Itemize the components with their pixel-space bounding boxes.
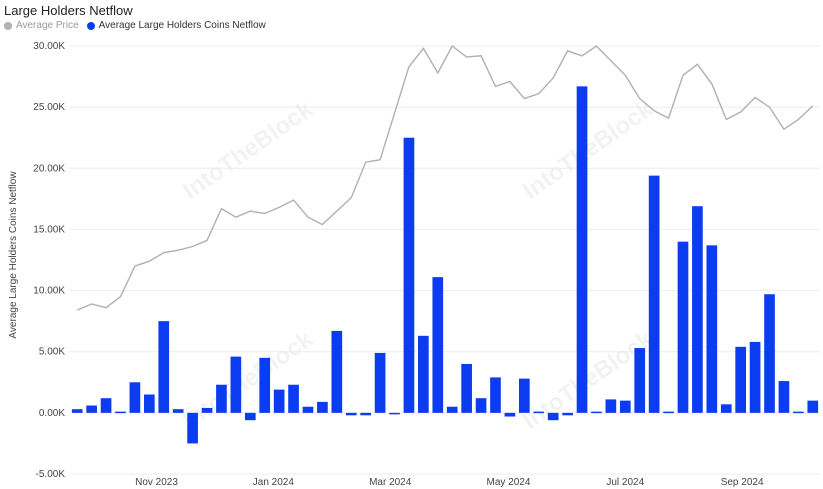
netflow-bar[interactable] xyxy=(576,86,588,413)
legend-item-price[interactable]: Average Price xyxy=(4,20,79,31)
netflow-bar[interactable] xyxy=(648,175,660,413)
netflow-bar[interactable] xyxy=(71,409,83,413)
netflow-bar[interactable] xyxy=(634,348,646,413)
y-tick-label: 5.00K xyxy=(39,347,65,358)
x-tick-label: Jul 2024 xyxy=(606,477,644,488)
bar-series xyxy=(71,86,819,444)
price-line-series xyxy=(76,44,814,311)
netflow-bar[interactable] xyxy=(100,398,112,413)
x-tick-label: Sep 2024 xyxy=(721,477,764,488)
netflow-bar[interactable] xyxy=(735,346,747,413)
netflow-bar[interactable] xyxy=(533,411,545,414)
netflow-bar[interactable] xyxy=(663,411,674,414)
x-tick-label: Jan 2024 xyxy=(253,477,295,488)
netflow-bar[interactable] xyxy=(619,400,631,413)
netflow-bar[interactable] xyxy=(562,412,573,416)
y-axis-ticks: -5.00K 0.00K 5.00K 10.00K 15.00K 20.00K 25.00K… xyxy=(33,41,65,480)
netflow-bar[interactable] xyxy=(331,330,343,413)
netflow-bar[interactable] xyxy=(374,352,386,413)
netflow-bar[interactable] xyxy=(504,412,516,417)
netflow-bar[interactable] xyxy=(475,398,487,413)
price-line[interactable] xyxy=(76,44,814,311)
netflow-bar[interactable] xyxy=(201,407,213,413)
netflow-bar[interactable] xyxy=(345,412,357,416)
netflow-bar[interactable] xyxy=(158,321,170,413)
y-tick-label: 0.00K xyxy=(39,408,65,419)
netflow-bar[interactable] xyxy=(778,381,790,413)
legend: Average Price Average Large Holders Coin… xyxy=(4,20,266,31)
netflow-bar[interactable] xyxy=(317,401,328,413)
netflow-bar[interactable] xyxy=(605,399,617,413)
netflow-bar[interactable] xyxy=(591,411,602,414)
netflow-bar[interactable] xyxy=(793,411,804,414)
netflow-bar[interactable] xyxy=(288,384,299,413)
netflow-bar[interactable] xyxy=(692,206,703,413)
netflow-bar[interactable] xyxy=(115,411,126,414)
netflow-bar[interactable] xyxy=(302,406,314,413)
legend-label-netflow: Average Large Holders Coins Netflow xyxy=(98,20,266,31)
netflow-bar[interactable] xyxy=(244,412,256,421)
watermark-1: IntoTheBlock xyxy=(518,95,659,205)
netflow-bar[interactable] xyxy=(172,409,184,413)
netflow-bar[interactable] xyxy=(230,356,242,413)
netflow-bar[interactable] xyxy=(764,294,775,413)
y-tick-label: 20.00K xyxy=(33,163,65,174)
netflow-bar[interactable] xyxy=(129,382,141,413)
netflow-bar[interactable] xyxy=(259,357,271,413)
netflow-bar[interactable] xyxy=(749,341,761,413)
netflow-bar[interactable] xyxy=(418,335,429,413)
x-tick-label: May 2024 xyxy=(487,477,531,488)
watermark-0: IntoTheBlock xyxy=(178,95,319,205)
netflow-bar[interactable] xyxy=(720,404,732,413)
netflow-bar[interactable] xyxy=(432,277,444,413)
netflow-bar[interactable] xyxy=(273,389,285,413)
legend-dot-price xyxy=(4,21,12,30)
netflow-bar[interactable] xyxy=(187,412,198,444)
x-axis-ticks: Nov 2023 Jan 2024 Mar 2024 May 2024 Jul 2024… xyxy=(135,477,764,488)
y-tick-label: 15.00K xyxy=(33,224,65,235)
x-tick-label: Mar 2024 xyxy=(369,477,412,488)
netflow-bar[interactable] xyxy=(677,241,689,413)
y-tick-label: 10.00K xyxy=(33,286,65,297)
netflow-bar[interactable] xyxy=(446,406,458,413)
y-tick-label: 25.00K xyxy=(33,102,65,113)
netflow-bar[interactable] xyxy=(461,363,472,413)
netflow-bar[interactable] xyxy=(389,412,400,415)
y-axis-label: Average Large Holders Coins Netflow xyxy=(8,171,19,339)
netflow-bar[interactable] xyxy=(360,412,372,416)
netflow-bar[interactable] xyxy=(403,137,415,413)
netflow-bar[interactable] xyxy=(490,377,501,413)
netflow-bar[interactable] xyxy=(86,405,97,413)
y-tick-label: 30.00K xyxy=(33,41,65,52)
x-tick-label: Nov 2023 xyxy=(135,477,178,488)
netflow-bar[interactable] xyxy=(216,384,227,413)
legend-label-price: Average Price xyxy=(16,20,79,31)
netflow-bar[interactable] xyxy=(547,412,559,421)
legend-dot-netflow xyxy=(86,21,95,30)
netflow-bar[interactable] xyxy=(143,394,155,413)
netflow-bar[interactable] xyxy=(706,245,718,413)
y-tick-label: -5.00K xyxy=(36,469,66,480)
legend-item-netflow[interactable]: Average Large Holders Coins Netflow xyxy=(86,20,266,31)
netflow-bar[interactable] xyxy=(518,378,530,413)
chart-title: Large Holders Netflow xyxy=(4,3,133,18)
netflow-bar[interactable] xyxy=(807,400,819,413)
